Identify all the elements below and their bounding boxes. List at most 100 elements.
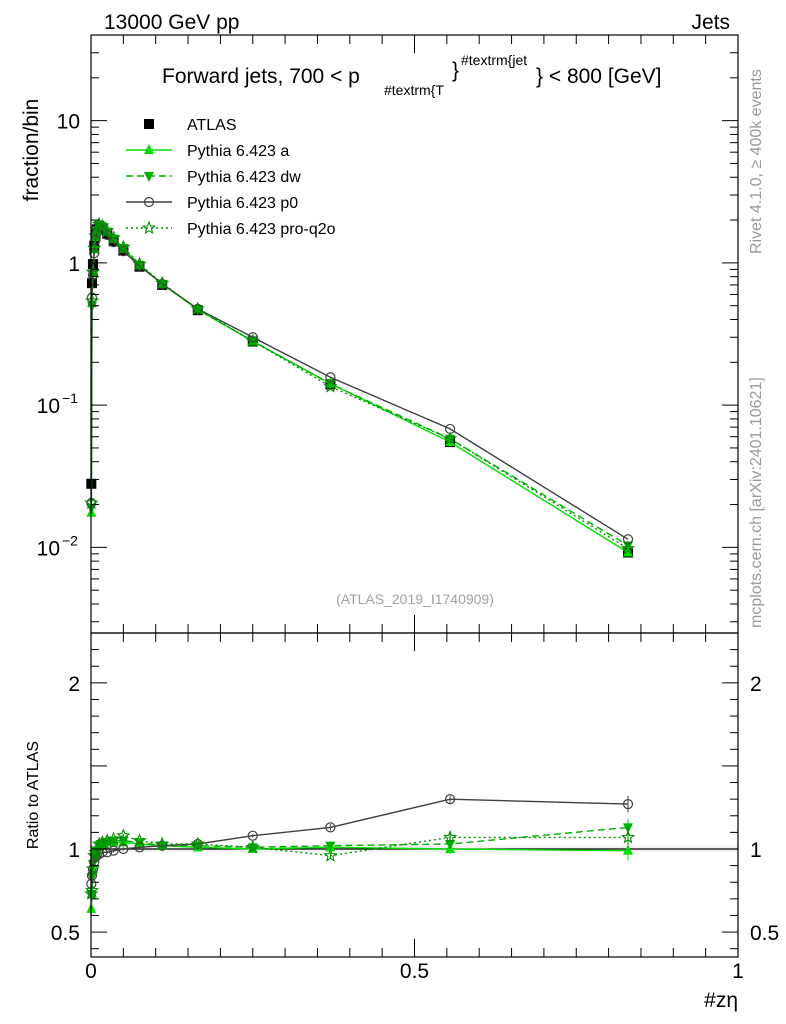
ratio-frame (90, 632, 739, 958)
ratio-point (445, 840, 456, 851)
ratio-point (106, 831, 121, 846)
main-point (132, 256, 147, 271)
mcplots-annotation: mcplots.cern.ch [arXiv:2401.10621] (748, 377, 765, 628)
main-ytick-label: 10 (37, 537, 60, 560)
main-point (157, 278, 168, 290)
legend-label: ATLAS (187, 117, 237, 134)
main-series-line (90, 226, 629, 540)
ratio-point (190, 836, 205, 851)
main-ytick-label: 10 (57, 111, 80, 134)
legend-marker (141, 220, 157, 235)
ratio-point (132, 833, 147, 847)
main-ylabel: fraction/bin (20, 99, 43, 202)
title-superscript: #textrm{jet (461, 52, 527, 68)
main-point (118, 246, 129, 257)
ratio-point (155, 836, 170, 851)
legend-marker (143, 196, 155, 208)
ratio-ylabel: Ratio to ATLAS (25, 741, 42, 849)
ratio-point (442, 829, 458, 844)
ratio-xtick-label: 1 (732, 960, 744, 983)
ratio-point (108, 845, 119, 856)
main-point (190, 301, 205, 315)
ratio-point (95, 834, 110, 849)
process-label: Jets (691, 11, 730, 34)
main-point (245, 333, 260, 348)
ratio-series-pythia-6-423-dw (86, 819, 634, 901)
legend-entry: ATLAS (144, 117, 237, 134)
ratio-series-layer (84, 794, 738, 916)
ratio-series-line (90, 798, 629, 884)
legend-label: Pythia 6.423 a (187, 143, 289, 160)
ratio-ytick-label: 0.5 (51, 922, 80, 945)
legend-entry: Pythia 6.423 a (126, 143, 289, 160)
ratio-point (118, 836, 129, 847)
ratio-series-line (90, 826, 629, 894)
ratio-xtick-label: 0.5 (400, 960, 429, 983)
main-series-pythia-6-423-a (86, 218, 634, 557)
main-point (89, 221, 104, 236)
ratio-point (100, 833, 115, 847)
legend-label: Pythia 6.423 pro-q2o (187, 221, 336, 238)
ratio-point (323, 848, 338, 862)
ratio-point (620, 829, 636, 844)
main-point (155, 275, 170, 290)
main-ytick-label: 1 (68, 253, 80, 276)
collision-label: 13000 GeV pp (104, 11, 239, 34)
ratio-point (325, 841, 336, 852)
main-series-pythia-6-423-dw (86, 220, 634, 552)
main-point (85, 264, 101, 279)
main-ytick-exponent: −2 (62, 532, 78, 548)
main-ytick-exponent: −1 (62, 390, 78, 406)
ratio-series-pythia-6-423-p0 (86, 794, 634, 891)
ratio-ytick-label: 1 (68, 839, 80, 862)
ratio-point (116, 828, 131, 842)
ratio-series-line (90, 834, 628, 895)
title-brace: } (452, 59, 459, 82)
ratio-point (118, 843, 129, 855)
ratio-point (245, 839, 260, 854)
main-series-pythia-6-423-pro-q2o (84, 216, 636, 555)
legend-marker (144, 119, 154, 129)
ratio-xtick-label: 0 (85, 960, 97, 983)
legend-entry: Pythia 6.423 dw (126, 169, 301, 186)
ratio-series-pythia-6-423-pro-q2o (84, 827, 636, 901)
main-series-line (90, 223, 629, 554)
ratio-point (622, 799, 634, 810)
legend-entry: Pythia 6.423 pro-q2o (126, 220, 336, 238)
legend-label: Pythia 6.423 p0 (187, 195, 298, 212)
main-point (87, 240, 102, 255)
main-point (620, 541, 636, 555)
main-series-layer (84, 216, 636, 558)
ratio-point (86, 870, 98, 881)
ratio-ytick-label: 2 (68, 673, 80, 696)
ratio-point (444, 794, 456, 805)
legend-marker (144, 172, 154, 182)
ratio-point (84, 883, 100, 897)
analysis-tag: (ATLAS_2019_I1740909) (336, 591, 494, 607)
main-point (134, 260, 145, 272)
legend-marker (144, 144, 154, 154)
title-subscript: #textrm{T (384, 82, 444, 98)
main-point (442, 431, 458, 445)
ratio-series-line (90, 841, 629, 909)
main-series-line (90, 223, 629, 550)
legend-entry: Pythia 6.423 p0 (126, 195, 298, 212)
legend: ATLAS Pythia 6.423 a Pythia 6.423 dw Pythia… (126, 117, 336, 238)
plot-title: Forward jets, 700 < p #textrm{T } #textr… (162, 52, 662, 98)
main-point (623, 541, 634, 552)
ratio-point (157, 840, 168, 851)
main-point (87, 270, 99, 281)
main-ytick-label: 10 (37, 395, 60, 418)
ratio-point (89, 841, 104, 856)
legend-label: Pythia 6.423 dw (187, 169, 301, 186)
main-point (84, 293, 100, 308)
main-point (106, 230, 121, 244)
rivet-annotation: Rivet 4.1.0, ≥ 400k events (748, 69, 765, 254)
main-point (323, 379, 338, 393)
ratio-ytick-label-right: 0.5 (750, 922, 779, 945)
ratio-point (102, 847, 113, 858)
xlabel: #zη (704, 989, 738, 1012)
ratio-point (623, 844, 634, 855)
